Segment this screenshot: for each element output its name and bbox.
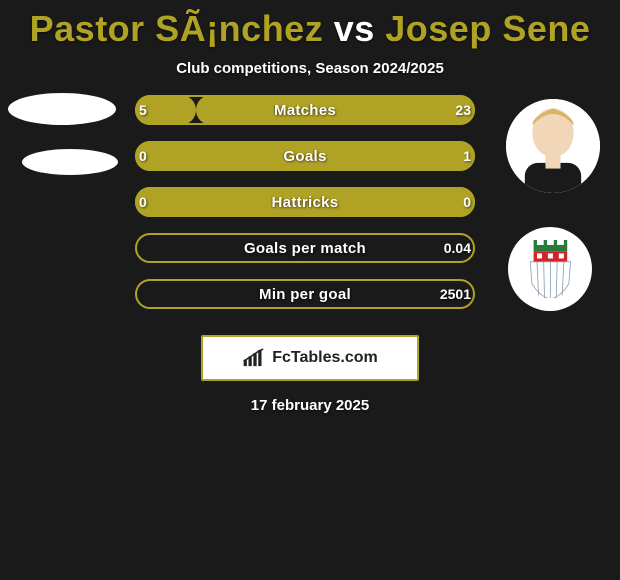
stat-value-left: 0 <box>129 187 157 217</box>
stat-row: Hattricks00 <box>135 187 475 217</box>
stat-row: Goals per match0.04 <box>135 233 475 263</box>
subtitle: Club competitions, Season 2024/2025 <box>0 60 620 77</box>
stat-label: Min per goal <box>135 279 475 309</box>
person-icon <box>506 99 600 193</box>
club-crest-icon <box>521 240 580 299</box>
page-title: Pastor SÃ¡nchez vs Josep Sene <box>0 0 620 50</box>
brand-badge: FcTables.com <box>201 335 419 381</box>
stat-label: Goals <box>135 141 475 171</box>
title-vs: vs <box>323 8 385 49</box>
stat-value-right: 1 <box>453 141 481 171</box>
stat-label: Goals per match <box>135 233 475 263</box>
logo-left-club <box>22 149 118 175</box>
avatar-left-player <box>8 93 116 125</box>
stat-value-right: 0 <box>453 187 481 217</box>
stat-row: Goals01 <box>135 141 475 171</box>
stat-label: Hattricks <box>135 187 475 217</box>
stat-value-left: 0 <box>129 141 157 171</box>
stat-label: Matches <box>135 95 475 125</box>
stat-bars: Matches523 Goals01 Hattricks00 Goals per ma… <box>135 95 475 325</box>
stat-value-right: 0.04 <box>434 233 481 263</box>
title-player-left: Pastor SÃ¡nchez <box>30 8 324 49</box>
stat-value-right: 23 <box>445 95 481 125</box>
title-player-right: Josep Sene <box>385 8 590 49</box>
logo-right-club <box>508 227 592 311</box>
stat-value-left: 5 <box>129 95 157 125</box>
avatar-right-player <box>506 99 600 193</box>
stat-value-right: 2501 <box>430 279 481 309</box>
stat-row: Min per goal2501 <box>135 279 475 309</box>
date-text: 17 february 2025 <box>0 397 620 414</box>
brand-text: FcTables.com <box>272 349 378 367</box>
stat-row: Matches523 <box>135 95 475 125</box>
chart-icon <box>242 348 268 368</box>
